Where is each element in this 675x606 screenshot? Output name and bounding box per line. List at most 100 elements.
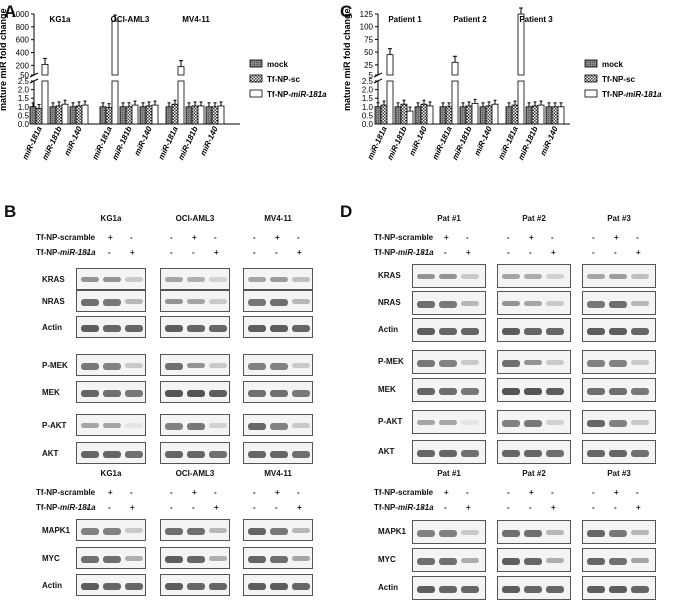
blot-label: P-AKT — [378, 417, 403, 426]
band — [292, 277, 310, 282]
blot-label: Actin — [42, 581, 62, 590]
sign: - — [444, 248, 447, 257]
band — [609, 530, 627, 537]
sign: - — [297, 488, 300, 497]
treatment-mir: miR-181a — [398, 503, 434, 512]
column-header: Pat #1 — [437, 469, 461, 478]
treatment-mir: miR-181a — [398, 248, 434, 257]
band — [609, 328, 627, 335]
chart-c: mature miR fold change 0.00.51.01.52.02.5… — [342, 7, 662, 161]
y-tick-label: 50 — [364, 48, 373, 57]
bar — [420, 103, 428, 125]
band — [417, 586, 435, 593]
band — [103, 390, 121, 397]
band — [81, 390, 99, 397]
sign: + — [551, 248, 556, 257]
bar — [557, 106, 565, 125]
band — [125, 325, 143, 332]
sign: + — [130, 248, 135, 257]
blot-strip — [412, 576, 486, 600]
sign: + — [444, 233, 449, 242]
bar — [414, 106, 422, 125]
bar — [505, 106, 513, 125]
column-header: Pat #2 — [522, 214, 546, 223]
x-tick-label: miR-140 — [473, 125, 495, 158]
band — [546, 328, 564, 335]
band — [248, 528, 266, 535]
band — [248, 363, 266, 370]
y-tick-label: 2.5 — [362, 77, 374, 86]
sign: + — [108, 488, 113, 497]
y-axis-label: mature miR fold change — [342, 8, 352, 111]
band — [125, 451, 143, 458]
band — [631, 360, 649, 365]
bar — [525, 106, 533, 125]
group-label: Patient 1 — [388, 15, 422, 24]
bar — [537, 104, 545, 125]
band — [439, 360, 457, 367]
band — [248, 451, 266, 458]
panel-label-d: D — [340, 202, 353, 221]
blot-strip — [412, 548, 486, 572]
legend-label: Tf-NP-miR-181a — [267, 90, 327, 99]
band — [187, 528, 205, 535]
band — [187, 583, 205, 590]
band — [461, 274, 479, 279]
band — [248, 299, 266, 306]
band — [165, 325, 183, 332]
band — [439, 328, 457, 335]
bar — [471, 102, 479, 125]
bar — [426, 105, 434, 125]
band — [546, 360, 564, 365]
sign: - — [170, 488, 173, 497]
group-label: Patient 3 — [519, 15, 553, 24]
band — [587, 388, 605, 395]
y-tick-label: 1.0 — [18, 103, 30, 112]
band — [524, 301, 542, 306]
column-header: KG1a — [100, 214, 122, 223]
treatment-label-mir: Tf-NP-miR-181a — [374, 248, 434, 257]
blot-strip — [582, 410, 656, 434]
band — [125, 390, 143, 397]
blot-strip — [412, 264, 486, 288]
sign: - — [551, 488, 554, 497]
blot-strip — [76, 547, 146, 569]
band — [165, 277, 183, 282]
blot-strip — [412, 410, 486, 434]
band — [270, 451, 288, 458]
y-tick-label: 2.0 — [18, 86, 30, 95]
treatment-prefix: Tf-NP- — [374, 503, 398, 512]
column-header: OCI-AML3 — [175, 214, 215, 223]
blot-label: MYC — [378, 555, 396, 564]
sign: - — [592, 233, 595, 242]
band — [631, 586, 649, 593]
band — [248, 423, 266, 430]
band — [81, 277, 99, 282]
band — [187, 556, 205, 563]
band — [187, 277, 205, 282]
band — [270, 423, 288, 430]
band — [103, 299, 121, 306]
band — [439, 450, 457, 457]
band — [502, 530, 520, 537]
band — [209, 325, 227, 332]
blot-label: Actin — [378, 583, 398, 592]
blot-strip — [76, 442, 146, 464]
band — [587, 420, 605, 427]
bar — [459, 106, 467, 125]
band — [546, 530, 564, 535]
column-header: Pat #2 — [522, 469, 546, 478]
band — [125, 583, 143, 590]
band — [631, 450, 649, 457]
treatment-mir: miR-181a — [60, 503, 96, 512]
sign: - — [192, 503, 195, 512]
blot-strip — [582, 291, 656, 315]
band — [292, 390, 310, 397]
sign: - — [275, 503, 278, 512]
band — [609, 388, 627, 395]
blot-strip — [160, 316, 230, 338]
band — [270, 325, 288, 332]
y-tick-label: 125 — [360, 10, 374, 19]
band — [609, 360, 627, 367]
sign: - — [86, 233, 89, 242]
